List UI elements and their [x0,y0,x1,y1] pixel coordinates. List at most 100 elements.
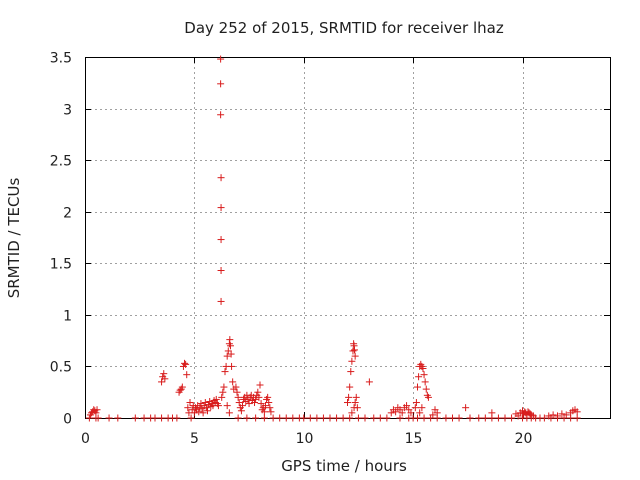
data-point [354,414,362,422]
data-point [265,399,273,407]
data-point [289,414,297,422]
data-point [214,402,222,410]
data-point [254,388,262,396]
data-point [178,383,186,391]
y-tick-label: 2 [63,206,72,222]
data-point [160,370,168,378]
data-point [251,399,259,407]
data-point [420,371,428,379]
data-point [225,409,233,417]
data-point [411,404,419,412]
data-point [105,414,113,422]
data-point [237,407,245,415]
data-point [392,408,400,416]
y-tick-label: 3.5 [50,51,72,67]
data-point [554,414,561,422]
data-point [234,393,242,401]
y-tick-label: 0.5 [50,360,72,376]
data-point [351,399,359,407]
data-point [221,368,229,376]
data-point [173,414,181,422]
data-point [217,236,225,244]
y-ticks: 0 0.5 1 1.5 2 2.5 3 3.5 [50,51,610,428]
data-point [396,414,404,422]
data-point [348,409,356,417]
data-point [344,399,351,407]
data-point [256,381,264,389]
data-point [227,350,235,358]
data-point [239,402,246,410]
data-point [255,393,263,401]
data-point [184,404,192,412]
data-point [224,347,232,355]
y-tick-label: 1 [63,309,72,325]
data-point [217,204,225,212]
data-point [501,414,509,422]
data-point [85,414,93,422]
data-point [347,368,355,376]
data-point [419,364,427,372]
x-tick-label: 15 [405,431,423,447]
data-point [260,414,268,422]
data-point [494,414,502,422]
data-point [346,414,354,422]
x-ticks: 0 5 10 15 20 [81,57,532,447]
data-point [223,402,231,410]
data-point [573,408,581,416]
data-point [403,402,411,410]
data-point [407,409,415,417]
data-point [527,414,535,422]
data-point [449,414,456,422]
data-point [158,378,166,386]
data-point [466,414,474,422]
data-point [266,404,274,412]
data-point [442,414,450,422]
x-tick-label: 20 [515,431,533,447]
data-point [427,414,435,422]
data-point [306,414,314,422]
data-point [217,80,225,88]
data-point [313,414,321,422]
data-point [204,407,211,415]
data-point [260,408,268,416]
data-point [481,414,489,422]
data-point [234,414,242,422]
x-tick-label: 5 [190,431,199,447]
data-point [217,111,225,119]
data-point [183,371,191,379]
data-point [416,409,424,417]
data-point [261,402,269,410]
data-point [217,267,225,275]
data-point [243,414,251,422]
data-point [300,414,308,422]
data-point [158,414,166,422]
data-point [420,414,428,422]
data-point [547,414,555,422]
y-tick-label: 2.5 [50,154,72,170]
data-point [131,414,139,422]
grid-lines [85,57,610,418]
data-point [267,408,275,416]
data-point [218,393,226,401]
y-tick-label: 3 [63,103,72,119]
data-point [181,359,189,367]
data-point [573,414,581,422]
data-point [376,414,384,422]
data-point [212,395,220,403]
data-point [365,378,373,386]
data-point [326,414,334,422]
y-tick-label: 1.5 [50,257,72,273]
data-point [540,414,548,422]
data-point [257,400,265,408]
data-point [226,342,234,350]
data-point [488,414,496,422]
data-point [199,409,207,417]
data-point [93,406,101,414]
data-point [351,346,358,354]
data-point [195,408,203,416]
data-point [422,385,430,393]
data-point [475,414,483,422]
data-point [182,360,190,368]
data-point [223,352,231,360]
